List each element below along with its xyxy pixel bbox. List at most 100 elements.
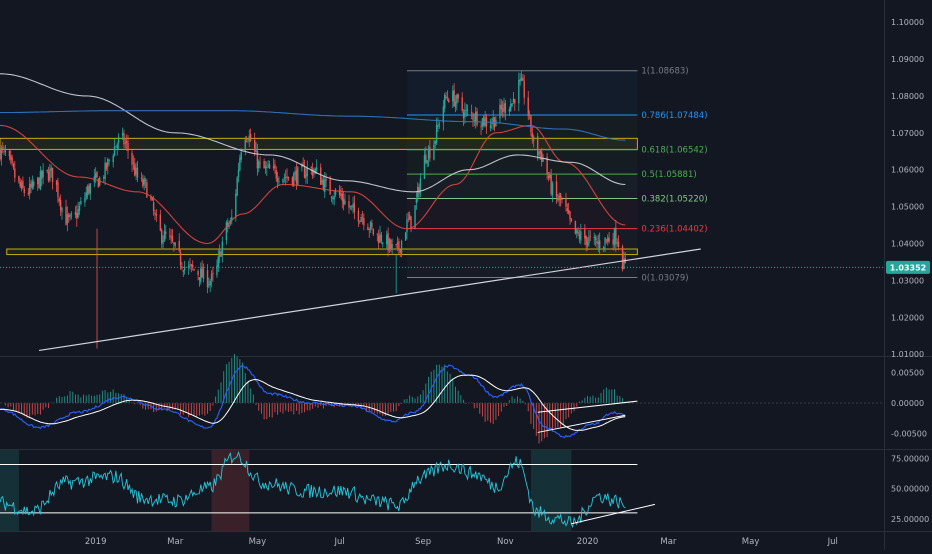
candle-304[interactable] — [570, 218, 573, 223]
candle-175[interactable] — [329, 175, 331, 195]
time-axis[interactable]: 2019 Mar May Jul Sep Nov 2020 Mar May Jul — [85, 537, 838, 547]
candle-305[interactable] — [574, 220, 577, 235]
candle-118[interactable] — [220, 250, 222, 258]
candle-25[interactable] — [46, 169, 48, 174]
candle-281[interactable] — [528, 110, 531, 120]
candle-141[interactable] — [264, 160, 267, 174]
candle-170[interactable] — [320, 163, 322, 185]
candle-267[interactable] — [501, 100, 504, 118]
candle-172[interactable] — [322, 175, 325, 192]
candle-251[interactable] — [472, 112, 474, 127]
candle-246[interactable] — [462, 108, 465, 126]
candle-216[interactable] — [406, 213, 408, 240]
candle-32[interactable] — [58, 196, 60, 206]
candle-301[interactable] — [566, 203, 569, 214]
candle-34[interactable] — [61, 206, 63, 220]
candle-5[interactable] — [8, 149, 11, 161]
candle-119[interactable] — [221, 236, 224, 263]
candle-164[interactable] — [306, 160, 308, 184]
candle-82[interactable] — [152, 195, 155, 216]
candle-56[interactable] — [104, 156, 106, 186]
candle-255[interactable] — [480, 122, 482, 136]
candle-217[interactable] — [407, 211, 410, 223]
candle-236[interactable] — [443, 92, 446, 113]
candle-278[interactable] — [522, 74, 524, 82]
candle-265[interactable] — [499, 98, 501, 123]
candle-183[interactable] — [342, 191, 345, 211]
rsi-axis[interactable]: 75.00000 50.00000 25.00000 — [891, 454, 929, 523]
candle-59[interactable] — [108, 158, 110, 166]
candle-280[interactable] — [527, 90, 529, 121]
candle-1[interactable] — [0, 145, 3, 166]
candle-116[interactable] — [217, 249, 220, 273]
candle-106[interactable] — [198, 277, 201, 287]
candle-37[interactable] — [68, 212, 70, 223]
candle-275[interactable] — [518, 72, 520, 112]
candle-70[interactable] — [131, 150, 133, 172]
candle-107[interactable] — [200, 262, 202, 285]
candle-205[interactable] — [386, 230, 388, 250]
candle-168[interactable] — [314, 167, 317, 175]
candle-239[interactable] — [448, 97, 450, 103]
candle-161[interactable] — [302, 157, 304, 167]
candle-198[interactable] — [371, 219, 373, 230]
candle-12[interactable] — [20, 179, 23, 192]
candle-94[interactable] — [174, 241, 176, 249]
candle-320[interactable] — [603, 245, 605, 253]
candle-68[interactable] — [125, 134, 128, 151]
candle-115[interactable] — [216, 259, 218, 278]
candle-13[interactable] — [22, 176, 24, 190]
candle-29[interactable] — [51, 167, 54, 190]
candle-27[interactable] — [49, 163, 51, 183]
candle-309[interactable] — [580, 223, 582, 245]
sr-zone-2[interactable] — [6, 248, 638, 256]
candle-144[interactable] — [268, 160, 271, 169]
candle-187[interactable] — [351, 205, 353, 211]
candle-14[interactable] — [23, 186, 25, 197]
candle-266[interactable] — [500, 99, 502, 116]
candle-215[interactable] — [404, 231, 407, 241]
candle-80[interactable] — [150, 194, 152, 201]
candle-98[interactable] — [182, 269, 184, 277]
candle-317[interactable] — [596, 235, 598, 249]
candle-44[interactable] — [80, 197, 82, 206]
candle-83[interactable] — [154, 209, 156, 220]
candle-102[interactable] — [190, 263, 193, 273]
candle-73[interactable] — [135, 162, 137, 181]
candle-206[interactable] — [387, 227, 389, 257]
candle-58[interactable] — [107, 157, 109, 175]
candle-97[interactable] — [181, 262, 183, 271]
candle-112[interactable] — [209, 278, 211, 293]
candle-243[interactable] — [456, 93, 458, 111]
candle-36[interactable] — [66, 206, 69, 232]
candle-140[interactable] — [263, 158, 265, 169]
candle-145[interactable] — [272, 158, 275, 171]
candle-15[interactable] — [27, 188, 29, 196]
candle-270[interactable] — [508, 106, 511, 116]
candle-218[interactable] — [408, 211, 411, 221]
candle-318[interactable] — [597, 234, 600, 252]
candle-316[interactable] — [594, 234, 597, 247]
candle-39[interactable] — [70, 211, 73, 220]
candle-328[interactable] — [616, 238, 618, 248]
candle-184[interactable] — [344, 193, 346, 206]
candle-113[interactable] — [210, 270, 213, 288]
candle-210[interactable] — [395, 243, 397, 248]
candle-57[interactable] — [105, 162, 108, 171]
candle-279[interactable] — [523, 74, 525, 105]
candle-23[interactable] — [41, 169, 43, 187]
candle-326[interactable] — [613, 227, 616, 249]
rsi-line[interactable] — [0, 450, 626, 529]
candle-91[interactable] — [170, 229, 172, 245]
candle-232[interactable] — [435, 117, 438, 145]
candle-143[interactable] — [267, 160, 269, 169]
candle-162[interactable] — [303, 159, 306, 179]
candle-298[interactable] — [559, 192, 562, 207]
candle-312[interactable] — [586, 237, 589, 251]
candle-324[interactable] — [608, 231, 610, 244]
candle-171[interactable] — [321, 176, 323, 186]
candle-308[interactable] — [578, 229, 581, 244]
candle-65[interactable] — [121, 127, 124, 141]
rsi-pane[interactable] — [0, 450, 656, 531]
candle-135[interactable] — [253, 132, 256, 157]
